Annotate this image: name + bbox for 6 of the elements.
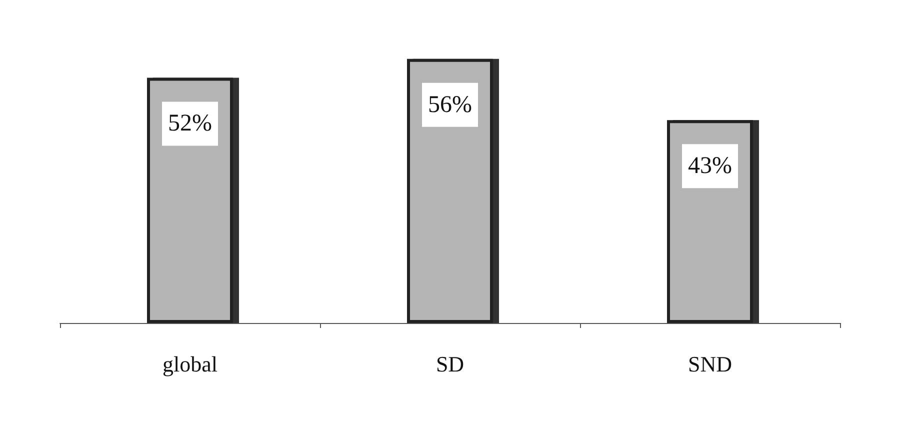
- x-tick-label: global: [162, 352, 218, 376]
- x-tick-label: SND: [688, 352, 732, 376]
- data-label: 56%: [428, 92, 472, 118]
- data-label: 52%: [168, 110, 212, 137]
- x-tick-label: SD: [436, 352, 464, 376]
- data-label: 43%: [688, 153, 732, 180]
